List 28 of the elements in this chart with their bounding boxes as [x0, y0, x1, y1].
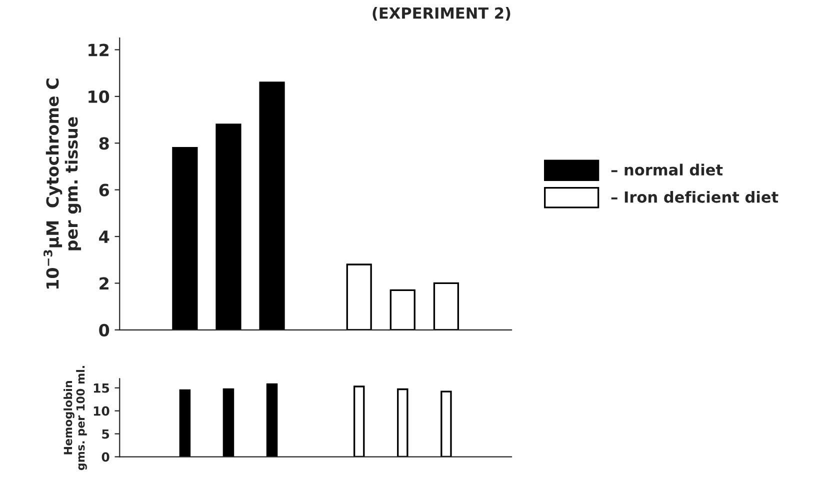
chart-title: (EXPERIMENT 2)	[372, 7, 510, 21]
bar	[259, 82, 285, 330]
bar	[440, 390, 452, 457]
y-tick-label: 5	[102, 429, 110, 439]
y-tick-label: 0	[102, 452, 110, 462]
y-tick-label: 8	[99, 137, 109, 150]
y-axis-title: 10$^{−3}$μM Cytochrome C per gm. tissue	[44, 78, 82, 289]
y-tick-label: 4	[99, 230, 110, 243]
y-axis-title: Hemoglobin gms. per 100 ml.	[64, 366, 87, 470]
bar	[216, 124, 242, 330]
y-tick-label: 15	[94, 384, 110, 393]
legend-label: – normal diet	[611, 164, 723, 176]
y-tick-label: 0	[99, 324, 110, 336]
bar	[397, 388, 408, 457]
bar	[222, 388, 234, 457]
bar	[390, 289, 416, 330]
y-tick-label: 6	[99, 184, 110, 196]
y-tick-label: 10	[88, 90, 110, 103]
y-tick-label: 2	[100, 277, 108, 290]
bar	[172, 146, 198, 330]
bar	[346, 264, 372, 330]
y-tick-label: 10	[94, 406, 110, 416]
bar	[433, 282, 459, 330]
y-tick-label: 12	[88, 44, 108, 56]
bar	[179, 389, 191, 457]
bar	[266, 383, 278, 457]
legend-label: – Iron deficient diet	[611, 191, 778, 203]
bar	[353, 386, 365, 457]
